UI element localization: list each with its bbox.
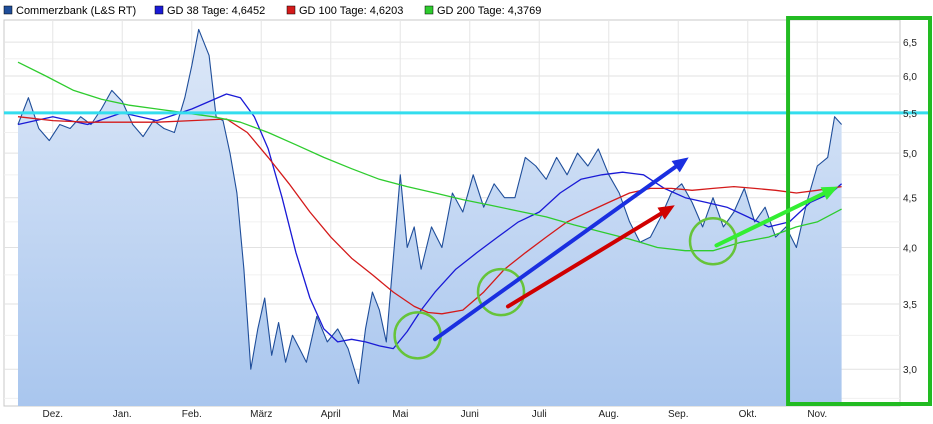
series-line-gd38 <box>17 93 843 350</box>
annotation-circle <box>476 267 526 317</box>
y-tick-label: 4,0 <box>903 244 917 255</box>
x-tick-label: Mai <box>392 409 408 420</box>
legend-swatch-gd100 <box>286 5 296 15</box>
annotation-circle <box>688 216 738 266</box>
y-tick-label: 3,0 <box>903 365 917 376</box>
annotation-arrow-head <box>671 157 689 173</box>
legend-swatch-gd38 <box>154 5 164 15</box>
y-tick-label: 5,0 <box>903 149 917 160</box>
series-line-price <box>17 28 843 385</box>
x-tick-label: Nov. <box>807 409 827 420</box>
annotation-arrow-head <box>657 205 675 220</box>
series-lines <box>17 28 843 385</box>
y-tick-label: 4,5 <box>903 194 917 205</box>
x-tick-label: Feb. <box>182 409 202 420</box>
axes: 3,0 3,5 4,0 4,5 5,0 5,5 6,0 6,5 Dez. Jan. Feb. März… <box>42 38 917 420</box>
x-tick-label: März <box>250 409 272 420</box>
y-tick-label: 6,5 <box>903 38 917 49</box>
series-line-gd200 <box>17 61 842 252</box>
y-tick-label: 6,0 <box>903 72 917 83</box>
y-tick-label: 3,5 <box>903 300 917 311</box>
price-area <box>18 29 842 406</box>
legend-label-gd100: GD 100 Tage: 4,6203 <box>299 5 403 17</box>
x-tick-label: April <box>321 409 341 420</box>
x-tick-label: Aug. <box>598 409 619 420</box>
annotations <box>393 16 932 406</box>
legend-swatch-gd200 <box>424 5 434 15</box>
annotation-arrow-shaft <box>505 211 664 309</box>
x-tick-label: Juli <box>532 409 547 420</box>
x-tick-label: Okt. <box>739 409 757 420</box>
y-tick-label: 5,5 <box>903 109 917 120</box>
x-tick-label: Juni <box>461 409 479 420</box>
x-tick-label: Sep. <box>668 409 689 420</box>
annotation-arrow-shaft <box>433 164 678 342</box>
legend-label-gd38: GD 38 Tage: 4,6452 <box>167 5 265 17</box>
x-tick-label: Dez. <box>42 409 63 420</box>
annotation-arrow-head <box>820 186 839 200</box>
legend-label-price: Commerzbank (L&S RT) <box>16 5 136 17</box>
annotation-arrow-shaft <box>714 191 826 248</box>
legend: Commerzbank (L&S RT) GD 38 Tage: 4,6452 … <box>3 5 541 17</box>
legend-label-gd200: GD 200 Tage: 4,3769 <box>437 5 541 17</box>
price-area-fill <box>18 29 842 406</box>
legend-swatch-price <box>3 5 13 15</box>
x-tick-label: Jan. <box>113 409 132 420</box>
